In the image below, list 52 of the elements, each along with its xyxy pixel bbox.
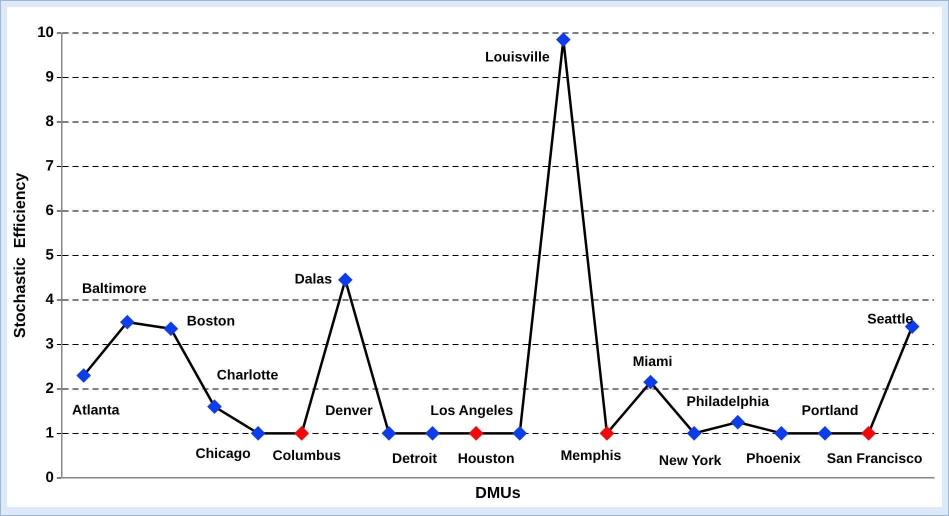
annotation: Phoenix: [746, 450, 801, 466]
y-axis-title: Stochastic Efficiency: [12, 172, 30, 338]
y-tick-label: 6: [46, 202, 54, 220]
y-tick-label: 4: [46, 291, 55, 308]
annotation: Detroit: [392, 450, 438, 466]
annotation: San Francisco: [826, 450, 922, 466]
point: [731, 415, 745, 429]
point: [120, 315, 134, 329]
annotation: Chicago: [195, 445, 251, 462]
y-tick-label: 0: [46, 468, 54, 486]
annotation: Charlotte: [216, 366, 278, 382]
point: [208, 400, 222, 414]
y-tick-label: 2: [46, 380, 54, 397]
annotation: Philadelphia: [686, 393, 770, 410]
annotation: Baltimore: [82, 280, 147, 296]
annotation: Los Angeles: [430, 402, 514, 418]
annotation: Denver: [325, 402, 374, 418]
annotation: Columbus: [272, 447, 342, 464]
y-tick-label: 3: [46, 336, 54, 352]
point: [426, 426, 440, 440]
annotation: Miami: [632, 353, 672, 370]
x-axis-title: DMUs: [475, 484, 521, 502]
point: [644, 375, 658, 389]
annotation: Louisville: [485, 48, 550, 65]
y-tick-label: 1: [46, 424, 54, 442]
y-tick-label: 9: [46, 68, 54, 86]
annotation: New York: [658, 452, 722, 468]
point: [687, 426, 701, 440]
point: [338, 273, 352, 287]
annotation: Boston: [186, 312, 236, 329]
point: [556, 33, 570, 46]
point: [76, 368, 90, 382]
annotation: Portland: [802, 402, 858, 418]
point: [600, 426, 614, 440]
point: [251, 426, 265, 440]
annotation: Seattle: [867, 310, 914, 326]
point: [382, 426, 396, 440]
point: [774, 426, 788, 440]
annotation: Houston: [458, 450, 515, 466]
annotation: Memphis: [560, 447, 622, 464]
y-tick-label: 8: [46, 113, 54, 130]
annotation: Atlanta: [72, 401, 120, 418]
point: [862, 426, 876, 440]
point: [818, 426, 832, 440]
annotation: Dalas: [294, 270, 332, 287]
y-tick-label: 7: [46, 158, 54, 175]
point: [512, 426, 526, 440]
point: [469, 426, 483, 440]
point: [294, 426, 308, 440]
y-tick-label: 5: [46, 246, 54, 264]
y-tick-label: 10: [37, 24, 54, 42]
point: [164, 322, 178, 336]
